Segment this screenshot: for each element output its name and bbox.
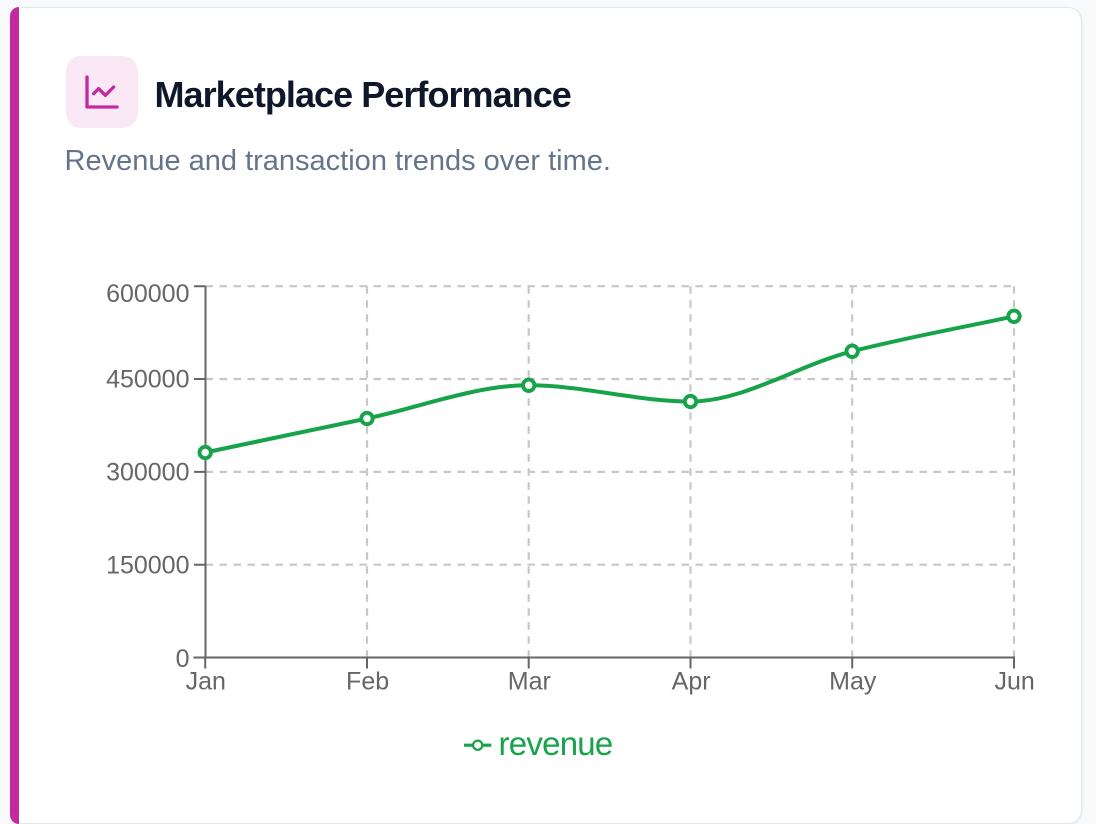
svg-text:Jun: Jun: [994, 668, 1034, 696]
svg-text:May: May: [829, 668, 877, 696]
svg-text:0: 0: [176, 645, 190, 673]
svg-text:Feb: Feb: [346, 668, 389, 696]
svg-text:Apr: Apr: [672, 668, 711, 696]
svg-text:revenue: revenue: [499, 725, 613, 762]
svg-text:Jan: Jan: [186, 668, 226, 696]
svg-text:600000: 600000: [106, 280, 189, 308]
svg-text:Mar: Mar: [508, 668, 551, 696]
svg-text:150000: 150000: [106, 552, 189, 580]
svg-text:300000: 300000: [106, 459, 189, 487]
svg-text:450000: 450000: [106, 366, 189, 394]
